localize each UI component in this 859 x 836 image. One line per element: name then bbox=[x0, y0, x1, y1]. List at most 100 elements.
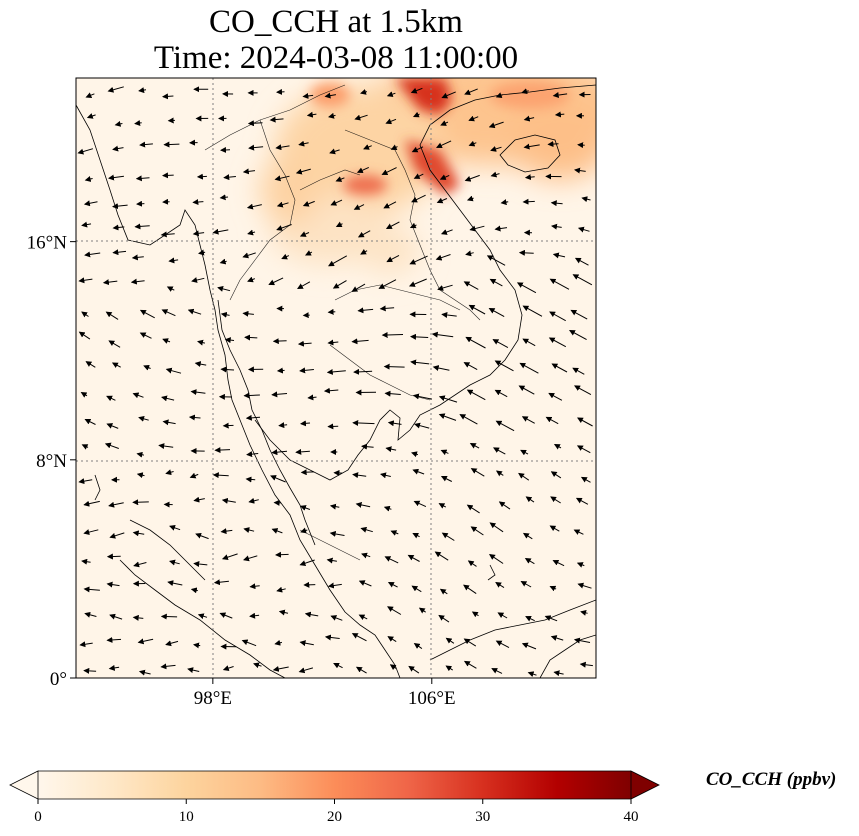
wind-vector-arrow bbox=[161, 309, 176, 317]
wind-vector-arrow bbox=[412, 111, 420, 118]
wind-vector-arrow bbox=[81, 221, 92, 228]
wind-vector-arrow bbox=[109, 532, 125, 539]
latitude-axis: 16°N 8°N 0° bbox=[27, 233, 76, 690]
wind-vector-arrow bbox=[491, 668, 503, 674]
wind-vector-arrow bbox=[307, 394, 317, 401]
wind-vector-arrow bbox=[139, 332, 152, 339]
wind-vector-arrow bbox=[272, 338, 287, 345]
wind-vector-arrow bbox=[436, 197, 448, 204]
wind-vector-arrow bbox=[168, 257, 179, 264]
wind-vector-arrow bbox=[78, 331, 91, 340]
wind-vector-arrow bbox=[412, 468, 425, 475]
wind-vector-arrow bbox=[412, 393, 432, 400]
wind-vector-arrow bbox=[411, 585, 422, 593]
wind-vector-arrow bbox=[577, 417, 593, 427]
wind-vector-arrow bbox=[85, 361, 96, 368]
wind-vector-arrow bbox=[463, 638, 477, 647]
wind-vector-arrow bbox=[196, 173, 207, 180]
wind-vector-arrow bbox=[516, 282, 537, 294]
wind-vector-arrow bbox=[467, 560, 477, 567]
wind-vector-arrow bbox=[351, 338, 369, 345]
wind-vector-arrow bbox=[83, 586, 100, 593]
wind-vector-arrow bbox=[106, 636, 122, 643]
wind-vector-arrow bbox=[547, 141, 559, 148]
wind-vector-arrow bbox=[486, 255, 506, 266]
wind-vector-arrow bbox=[387, 636, 397, 643]
lat-tick-label: 8°N bbox=[36, 451, 67, 472]
wind-vector-arrow bbox=[353, 204, 365, 210]
wind-vector-arrow bbox=[437, 284, 453, 291]
wind-vector-arrow bbox=[520, 581, 532, 588]
wind-vector-arrow bbox=[213, 579, 229, 586]
wind-vector-arrow bbox=[165, 469, 174, 476]
wind-vector-arrow bbox=[488, 121, 504, 129]
wind-vector-arrow bbox=[383, 363, 405, 370]
wind-vector-arrow bbox=[411, 146, 424, 153]
wind-vector-arrow bbox=[328, 255, 348, 267]
wind-vector-arrow bbox=[463, 584, 477, 595]
wind-vector-arrow bbox=[435, 254, 451, 261]
wind-vector-arrow bbox=[464, 174, 480, 182]
wind-vector-arrow bbox=[361, 443, 374, 450]
wind-vector-arrow bbox=[327, 308, 336, 315]
wind-vector-arrow bbox=[351, 283, 366, 292]
wind-vector-arrow bbox=[297, 281, 311, 289]
wind-vector-arrow bbox=[330, 615, 343, 621]
wind-vector-arrow bbox=[492, 339, 509, 349]
wind-vector-arrow bbox=[136, 200, 145, 207]
wind-vector-arrow bbox=[188, 414, 201, 421]
wind-vector-arrow bbox=[354, 114, 368, 121]
wind-vector-arrow bbox=[270, 475, 286, 483]
wind-vector-arrow bbox=[418, 607, 426, 614]
wind-vector-arrow bbox=[160, 231, 175, 238]
wind-vector-arrow bbox=[198, 249, 206, 256]
wind-vector-arrow bbox=[190, 587, 198, 594]
wind-vector-arrow bbox=[139, 141, 153, 148]
wind-vector-arrow bbox=[489, 278, 503, 287]
wind-vector-arrow bbox=[574, 385, 592, 396]
wind-vector-arrow bbox=[494, 225, 508, 232]
colorbar-body bbox=[38, 771, 631, 799]
wind-vector-arrow bbox=[412, 532, 420, 539]
wind-vector-arrow bbox=[244, 334, 258, 341]
wind-vector-arrow bbox=[247, 120, 263, 127]
wind-vector-arrow bbox=[220, 366, 235, 373]
wind-vector-arrow bbox=[166, 286, 175, 292]
wind-vector-arrow bbox=[440, 229, 453, 235]
wind-vector-arrow bbox=[440, 120, 449, 126]
wind-vector-arrow bbox=[249, 612, 260, 619]
wind-vector-arrow bbox=[139, 309, 155, 319]
wind-vector-arrow bbox=[468, 140, 477, 147]
wind-vector-arrow bbox=[574, 167, 586, 174]
wind-vector-arrow bbox=[295, 448, 310, 455]
wind-vector-arrow bbox=[189, 472, 199, 479]
wind-vector-arrow bbox=[438, 614, 450, 623]
wind-vector-arrow bbox=[385, 446, 397, 453]
wind-vector-arrow bbox=[108, 340, 121, 348]
map-panel bbox=[76, 78, 596, 678]
wind-vector-arrow bbox=[162, 93, 174, 100]
wind-vector-arrow bbox=[299, 505, 311, 511]
wind-vector-arrow bbox=[81, 558, 91, 565]
wind-vector-arrow bbox=[136, 472, 145, 479]
wind-vector-arrow bbox=[271, 391, 288, 398]
lon-tick-label: 98°E bbox=[194, 688, 232, 709]
wind-vector-arrow bbox=[108, 174, 124, 181]
wind-vector-arrow bbox=[193, 642, 201, 649]
wind-vector-arrow bbox=[160, 613, 178, 620]
wind-vector-arrow bbox=[221, 553, 238, 561]
wind-vector-arrow bbox=[243, 555, 258, 562]
wind-vector-arrow bbox=[413, 643, 423, 650]
wind-vector-arrow bbox=[494, 360, 514, 372]
wind-vector-arrow bbox=[192, 199, 204, 205]
wind-vector-arrow bbox=[580, 476, 591, 483]
wind-vector-arrow bbox=[410, 359, 430, 366]
wind-vector-arrow bbox=[352, 419, 375, 426]
wind-vector-arrow bbox=[134, 223, 150, 230]
wind-vector-arrow bbox=[550, 635, 564, 641]
wind-vector-arrow bbox=[440, 476, 453, 482]
wind-vector-field bbox=[77, 86, 593, 678]
wind-vector-arrow bbox=[438, 503, 447, 509]
wind-vector-arrow bbox=[327, 582, 342, 589]
wind-vector-arrow bbox=[167, 580, 183, 587]
